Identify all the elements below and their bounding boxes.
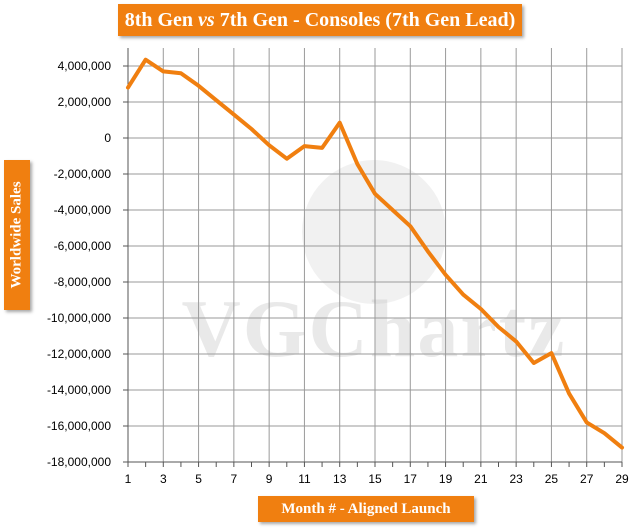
y-tick-label: -8,000,000 bbox=[54, 275, 112, 289]
x-tick-label: 7 bbox=[231, 472, 238, 486]
y-tick-label: -14,000,000 bbox=[47, 383, 111, 397]
x-tick-label: 29 bbox=[615, 472, 629, 486]
x-axis-label: Month # - Aligned Launch bbox=[258, 496, 474, 522]
x-tick-label: 13 bbox=[333, 472, 347, 486]
y-tick-label: -4,000,000 bbox=[54, 203, 112, 217]
y-axis-label-box bbox=[4, 160, 30, 310]
series-line bbox=[126, 57, 624, 450]
y-tick-label: 4,000,000 bbox=[58, 59, 112, 73]
x-tick-label: 3 bbox=[160, 472, 167, 486]
x-tick-labels: 1 3 5 7 9 11 13 15 17 19 21 23 25 27 29 bbox=[125, 472, 629, 486]
x-tick-label: 17 bbox=[404, 472, 418, 486]
x-tick-label: 9 bbox=[266, 472, 273, 486]
y-tick-label: -18,000,000 bbox=[47, 455, 111, 469]
y-tick-label: -2,000,000 bbox=[54, 167, 112, 181]
y-tick-label: 2,000,000 bbox=[58, 95, 112, 109]
y-tick-label: -6,000,000 bbox=[54, 239, 112, 253]
x-tick-label: 5 bbox=[195, 472, 202, 486]
x-tick-label: 15 bbox=[368, 472, 382, 486]
y-tick-labels: 4,000,000 2,000,000 0 -2,000,000 -4,000,000 -… bbox=[47, 59, 111, 469]
title-part-vs: vs bbox=[198, 9, 215, 31]
axes bbox=[123, 48, 623, 467]
series-group bbox=[126, 57, 624, 450]
title-part-1: 8th Gen bbox=[124, 9, 199, 31]
y-tick-label: 0 bbox=[104, 131, 111, 145]
x-tick-label: 19 bbox=[439, 472, 453, 486]
x-tick-label: 11 bbox=[298, 472, 311, 486]
title-part-2: 7th Gen - Consoles (7th Gen Lead) bbox=[214, 9, 516, 31]
y-tick-label: -16,000,000 bbox=[47, 419, 111, 433]
chart-title: 8th Gen vs 7th Gen - Consoles (7th Gen L… bbox=[118, 4, 522, 36]
x-tick-label: 1 bbox=[125, 472, 132, 486]
y-tick-label: -12,000,000 bbox=[47, 347, 111, 361]
y-tick-label: -10,000,000 bbox=[47, 311, 111, 325]
x-tick-label: 21 bbox=[474, 472, 488, 486]
grid bbox=[128, 48, 623, 463]
x-tick-label: 27 bbox=[580, 472, 594, 486]
x-tick-label: 25 bbox=[545, 472, 559, 486]
watermark-text: VGChartz bbox=[182, 283, 567, 374]
x-tick-label: 23 bbox=[509, 472, 523, 486]
